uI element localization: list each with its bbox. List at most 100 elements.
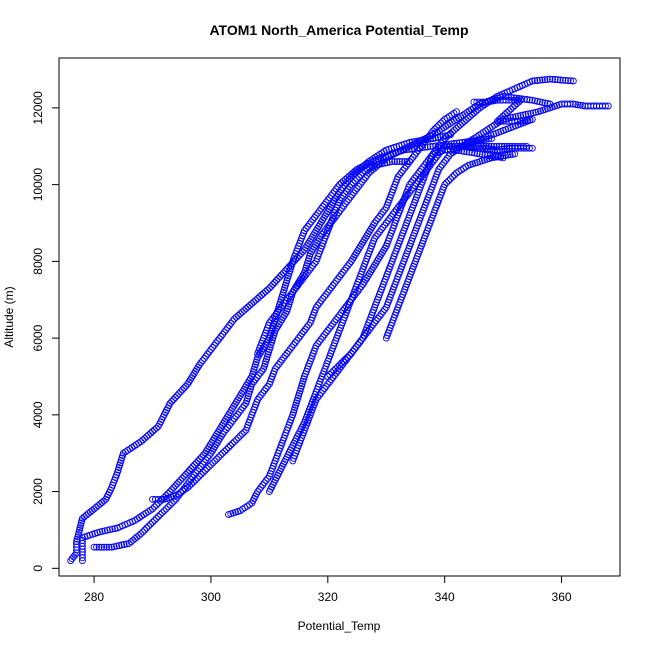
data-point <box>484 145 492 153</box>
data-point <box>262 477 270 485</box>
data-point <box>397 169 405 177</box>
data-point <box>137 530 145 538</box>
data-point <box>191 476 199 484</box>
data-point <box>250 298 258 306</box>
data-point <box>171 394 179 402</box>
data-point <box>332 369 340 377</box>
data-point <box>305 266 313 274</box>
data-point <box>383 159 391 167</box>
data-point <box>482 144 490 152</box>
data-point <box>435 121 443 129</box>
data-point <box>414 147 422 155</box>
data-point <box>246 301 254 309</box>
data-point <box>147 429 155 437</box>
data-point <box>392 206 400 214</box>
data-point <box>157 495 165 503</box>
data-point <box>209 459 217 467</box>
data-point <box>108 543 116 551</box>
data-point <box>427 129 435 137</box>
data-point <box>398 158 406 166</box>
data-point <box>536 76 544 84</box>
data-point <box>443 179 451 187</box>
data-point <box>373 161 381 169</box>
data-point <box>275 360 283 368</box>
data-point <box>396 158 404 166</box>
data-point <box>458 119 466 127</box>
data-point <box>274 308 282 316</box>
data-point <box>173 480 181 488</box>
data-point <box>219 330 227 338</box>
data-point <box>574 101 582 109</box>
data-point <box>291 339 299 346</box>
data-point <box>463 143 471 151</box>
data-point <box>312 211 320 219</box>
data-point <box>511 102 519 109</box>
data-point <box>316 391 323 399</box>
data-point <box>446 120 454 128</box>
data-point <box>327 192 335 200</box>
data-point <box>100 543 108 551</box>
data-point <box>348 191 356 199</box>
data-point <box>562 76 569 84</box>
data-point <box>438 161 446 169</box>
data-point <box>331 318 338 326</box>
data-point <box>295 334 303 342</box>
data-point <box>300 273 308 281</box>
data-point <box>347 170 355 178</box>
data-point <box>204 454 212 462</box>
data-point <box>182 470 190 478</box>
data-point <box>283 350 291 357</box>
chart-title: ATOM1 North_America Potential_Temp <box>209 22 468 38</box>
data-point <box>120 541 128 548</box>
data-point <box>445 152 453 160</box>
data-point <box>484 98 492 106</box>
data-point <box>312 303 320 311</box>
data-point <box>376 160 384 168</box>
data-point <box>173 392 181 400</box>
data-point <box>481 151 489 159</box>
data-point <box>240 306 248 314</box>
data-point <box>379 223 387 231</box>
data-point <box>332 316 340 323</box>
data-point <box>450 171 458 179</box>
data-point <box>149 505 156 513</box>
data-point <box>396 171 404 179</box>
data-point <box>441 181 449 189</box>
data-point <box>503 145 511 153</box>
data-point <box>90 543 98 551</box>
data-point <box>473 150 481 157</box>
data-point <box>307 264 315 272</box>
data-point <box>316 337 323 345</box>
data-point <box>177 476 185 484</box>
data-point <box>382 219 390 227</box>
data-point <box>532 108 540 116</box>
data-point <box>180 472 188 480</box>
data-point <box>556 76 564 84</box>
data-point <box>205 463 213 471</box>
data-point <box>280 354 288 362</box>
data-point <box>546 75 554 83</box>
data-point <box>160 507 168 515</box>
data-point <box>314 340 322 348</box>
y-tick-label: 12000 <box>31 91 45 125</box>
data-point <box>290 286 298 294</box>
data-point <box>349 169 357 177</box>
data-point <box>324 196 332 204</box>
data-point <box>223 445 230 453</box>
data-point <box>441 135 449 143</box>
data-point <box>205 348 213 356</box>
data-point <box>322 382 330 390</box>
data-point <box>166 501 174 509</box>
data-point <box>377 226 385 234</box>
data-point <box>498 145 506 153</box>
data-point <box>442 157 449 164</box>
data-point <box>329 189 337 197</box>
data-point <box>221 447 229 455</box>
data-point <box>341 189 348 197</box>
data-point <box>449 173 456 181</box>
data-point <box>287 290 295 298</box>
y-tick-label: 4000 <box>31 401 45 428</box>
data-point <box>319 203 327 210</box>
data-point <box>195 472 203 480</box>
